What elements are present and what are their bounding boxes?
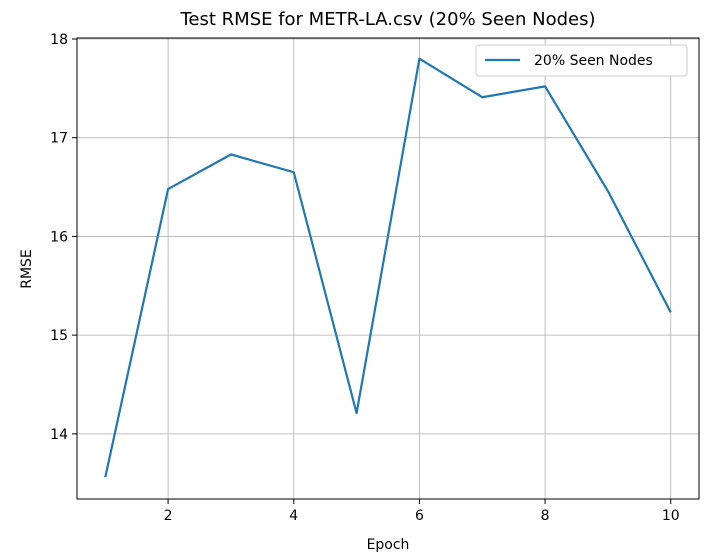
x-axis-ticks: 2 4 6 8 10 bbox=[164, 499, 680, 524]
y-tick-label: 17 bbox=[50, 131, 68, 147]
x-axis-label: Epoch bbox=[367, 537, 410, 553]
legend: 20% Seen Nodes bbox=[475, 44, 688, 77]
x-tick-label: 8 bbox=[541, 508, 550, 524]
x-tick-label: 10 bbox=[662, 508, 680, 524]
x-tick-label: 4 bbox=[289, 508, 298, 524]
x-tick-label: 6 bbox=[415, 508, 424, 524]
chart-title: Test RMSE for METR-LA.csv (20% Seen Node… bbox=[179, 9, 595, 30]
y-tick-label: 16 bbox=[50, 229, 68, 245]
y-tick-label: 18 bbox=[50, 32, 68, 48]
y-tick-label: 15 bbox=[50, 328, 68, 344]
legend-box bbox=[475, 44, 688, 77]
grid bbox=[77, 38, 699, 499]
series-lines bbox=[104, 57, 672, 478]
y-tick-label: 14 bbox=[50, 427, 68, 443]
plot-area bbox=[77, 38, 699, 499]
plot-frame bbox=[76, 37, 700, 500]
series-line bbox=[104, 57, 672, 478]
x-tick-label: 2 bbox=[164, 508, 173, 524]
y-axis-label: RMSE bbox=[19, 249, 35, 289]
legend-label: 20% Seen Nodes bbox=[534, 53, 653, 69]
y-axis-ticks: 14 15 16 17 18 bbox=[50, 32, 77, 443]
